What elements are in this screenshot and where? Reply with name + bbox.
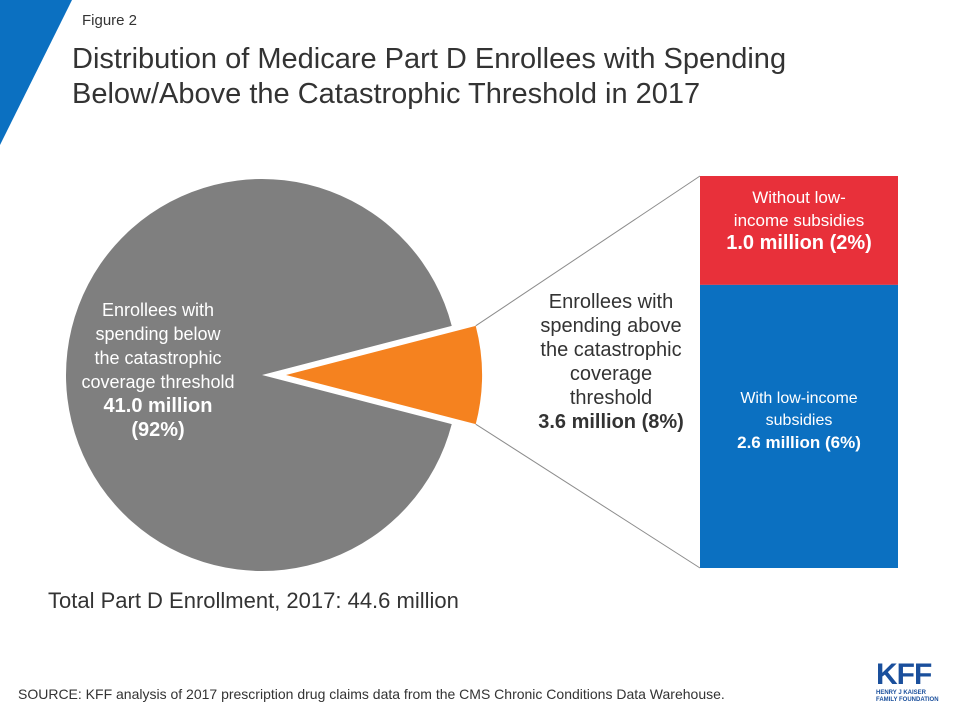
without-label-line-1: Without low- — [752, 188, 846, 207]
with-label-line-1: With low-income — [740, 390, 858, 407]
source-note: SOURCE: KFF analysis of 2017 prescriptio… — [18, 686, 725, 702]
below-value-label: 41.0 million — [103, 395, 213, 417]
connector-line-top — [475, 175, 701, 327]
logo-subtext-1: HENRY J KAISER — [876, 690, 927, 696]
logo-subtext-2: FAMILY FOUNDATION — [876, 697, 939, 703]
without-subsidy-label: Without low- income subsidies 1.0 millio… — [700, 186, 898, 255]
above-label-line-5: threshold — [569, 387, 653, 409]
below-label-line-3: the catastrophic — [94, 348, 222, 368]
below-percent-label: (92%) — [131, 419, 185, 441]
without-label-line-2: income subsidies — [733, 211, 865, 230]
without-value-label: 1.0 million (2%) — [726, 232, 872, 254]
title-line-2: Below/Above the Catastrophic Threshold i… — [72, 78, 701, 110]
logo-wordmark: KFF — [876, 658, 932, 691]
figure-label: Figure 2 — [82, 12, 138, 29]
above-label-line-1: Enrollees with — [548, 291, 674, 313]
with-label-line-2: subsidies — [765, 412, 833, 429]
above-label-line-4: coverage — [569, 363, 653, 385]
with-subsidy-label: With low-income subsidies 2.6 million (6… — [700, 388, 898, 454]
with-value-label: 2.6 million (6%) — [737, 433, 861, 452]
below-label-line-4: coverage threshold — [81, 372, 235, 392]
above-label-line-2: spending above — [540, 315, 682, 337]
total-enrollment: Total Part D Enrollment, 2017: 44.6 mill… — [48, 588, 459, 613]
below-label-line-2: spending below — [95, 324, 221, 344]
connector-line-bottom — [475, 423, 701, 569]
title-line-1: Distribution of Medicare Part D Enrollee… — [72, 43, 787, 75]
pie-slice-below — [65, 178, 452, 571]
below-threshold-label: Enrollees with spending below the catast… — [58, 298, 258, 442]
chart-title: Distribution of Medicare Part D Enrollee… — [72, 42, 932, 112]
bar-segment-with-subsidy — [700, 284, 898, 568]
below-label-line-1: Enrollees with — [101, 300, 215, 320]
above-value-label: 3.6 million (8%) — [538, 411, 684, 433]
bar-segment-without-subsidy — [700, 176, 898, 285]
above-label-line-3: the catastrophic — [540, 339, 682, 361]
kff-logo: KFF HENRY J KAISER FAMILY FOUNDATION — [876, 660, 946, 704]
pie-slice-above — [286, 325, 482, 425]
corner-accent — [0, 0, 72, 145]
above-threshold-label: Enrollees with spending above the catast… — [516, 290, 706, 434]
